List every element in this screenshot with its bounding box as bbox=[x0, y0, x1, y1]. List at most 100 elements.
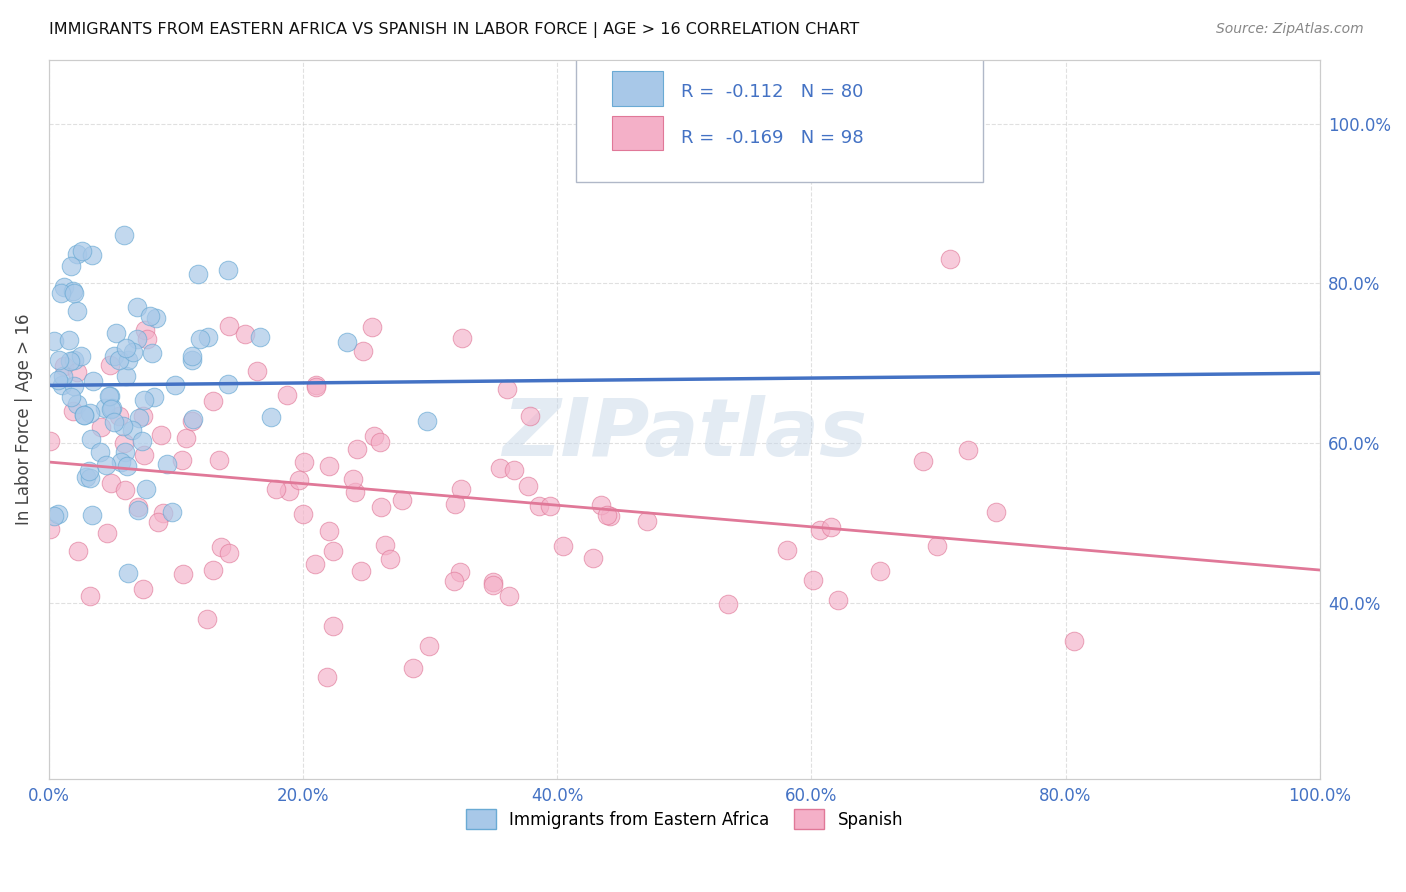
Point bbox=[595, 508, 617, 522]
Point bbox=[443, 574, 465, 589]
Point bbox=[66, 397, 89, 411]
Point bbox=[66, 304, 89, 318]
Point bbox=[599, 508, 621, 523]
Point bbox=[181, 412, 204, 426]
Point bbox=[316, 670, 339, 684]
Point bbox=[89, 444, 111, 458]
Point bbox=[516, 479, 538, 493]
Point bbox=[103, 349, 125, 363]
Point bbox=[48, 352, 70, 367]
Point bbox=[63, 378, 86, 392]
Point bbox=[59, 390, 82, 404]
Point bbox=[98, 389, 121, 403]
Point bbox=[172, 567, 194, 582]
Point bbox=[66, 247, 89, 261]
Point bbox=[127, 300, 149, 314]
Point bbox=[94, 401, 117, 415]
Point bbox=[90, 420, 112, 434]
Point bbox=[322, 619, 344, 633]
Point bbox=[125, 332, 148, 346]
Point bbox=[342, 472, 364, 486]
Point bbox=[180, 349, 202, 363]
Point bbox=[305, 377, 328, 392]
Point bbox=[208, 453, 231, 467]
Text: Source: ZipAtlas.com: Source: ZipAtlas.com bbox=[1216, 22, 1364, 37]
Point bbox=[63, 285, 86, 300]
Point bbox=[637, 514, 659, 528]
Point bbox=[82, 375, 104, 389]
Point bbox=[52, 368, 75, 383]
Point bbox=[114, 483, 136, 498]
Point bbox=[62, 404, 84, 418]
Point bbox=[108, 409, 131, 423]
Point bbox=[276, 387, 298, 401]
Point bbox=[260, 410, 283, 425]
Point bbox=[101, 401, 124, 416]
Point bbox=[527, 500, 550, 514]
Point bbox=[553, 540, 575, 554]
Point bbox=[1063, 633, 1085, 648]
Point bbox=[131, 434, 153, 448]
Point bbox=[925, 539, 948, 553]
Point bbox=[249, 330, 271, 344]
Point bbox=[145, 311, 167, 326]
Point bbox=[451, 331, 474, 345]
Point bbox=[370, 500, 392, 514]
Point bbox=[291, 507, 314, 521]
Point bbox=[143, 390, 166, 404]
Point bbox=[117, 352, 139, 367]
Point bbox=[112, 436, 135, 450]
Point bbox=[38, 434, 60, 449]
Point bbox=[495, 382, 517, 396]
Y-axis label: In Labor Force | Age > 16: In Labor Force | Age > 16 bbox=[15, 313, 32, 525]
Point bbox=[195, 612, 218, 626]
Point bbox=[938, 252, 960, 266]
Point bbox=[46, 373, 69, 387]
Point bbox=[80, 432, 103, 446]
Point bbox=[139, 310, 162, 324]
Point bbox=[246, 364, 269, 378]
Point bbox=[209, 540, 232, 554]
Point bbox=[110, 454, 132, 468]
Point bbox=[77, 464, 100, 478]
Point bbox=[103, 416, 125, 430]
Point bbox=[827, 592, 849, 607]
Point bbox=[305, 380, 328, 394]
Point bbox=[264, 482, 287, 496]
Point bbox=[352, 344, 374, 359]
Bar bbox=[612, 71, 662, 105]
Point bbox=[62, 353, 84, 368]
Point bbox=[444, 497, 467, 511]
Point bbox=[519, 409, 541, 423]
Point bbox=[117, 566, 139, 581]
Point bbox=[418, 640, 440, 654]
Point bbox=[233, 327, 256, 342]
Point bbox=[79, 589, 101, 603]
Point bbox=[100, 475, 122, 490]
Point bbox=[869, 564, 891, 578]
Point bbox=[391, 492, 413, 507]
Point bbox=[136, 332, 159, 346]
Point bbox=[112, 228, 135, 243]
Point bbox=[181, 414, 204, 428]
Point bbox=[128, 411, 150, 425]
Point bbox=[181, 353, 204, 368]
Point bbox=[115, 458, 138, 473]
Point bbox=[62, 284, 84, 298]
Point bbox=[72, 408, 94, 422]
Point bbox=[112, 419, 135, 434]
Point bbox=[378, 552, 401, 566]
Point bbox=[132, 582, 155, 596]
Point bbox=[361, 319, 384, 334]
Point bbox=[197, 330, 219, 344]
Point bbox=[165, 377, 187, 392]
Point bbox=[121, 424, 143, 438]
Point bbox=[127, 503, 149, 517]
Point bbox=[73, 408, 96, 422]
Point bbox=[350, 564, 373, 578]
Point bbox=[80, 508, 103, 523]
Point bbox=[135, 483, 157, 497]
Bar bbox=[612, 116, 662, 150]
Point bbox=[58, 334, 80, 348]
Point bbox=[776, 542, 799, 557]
